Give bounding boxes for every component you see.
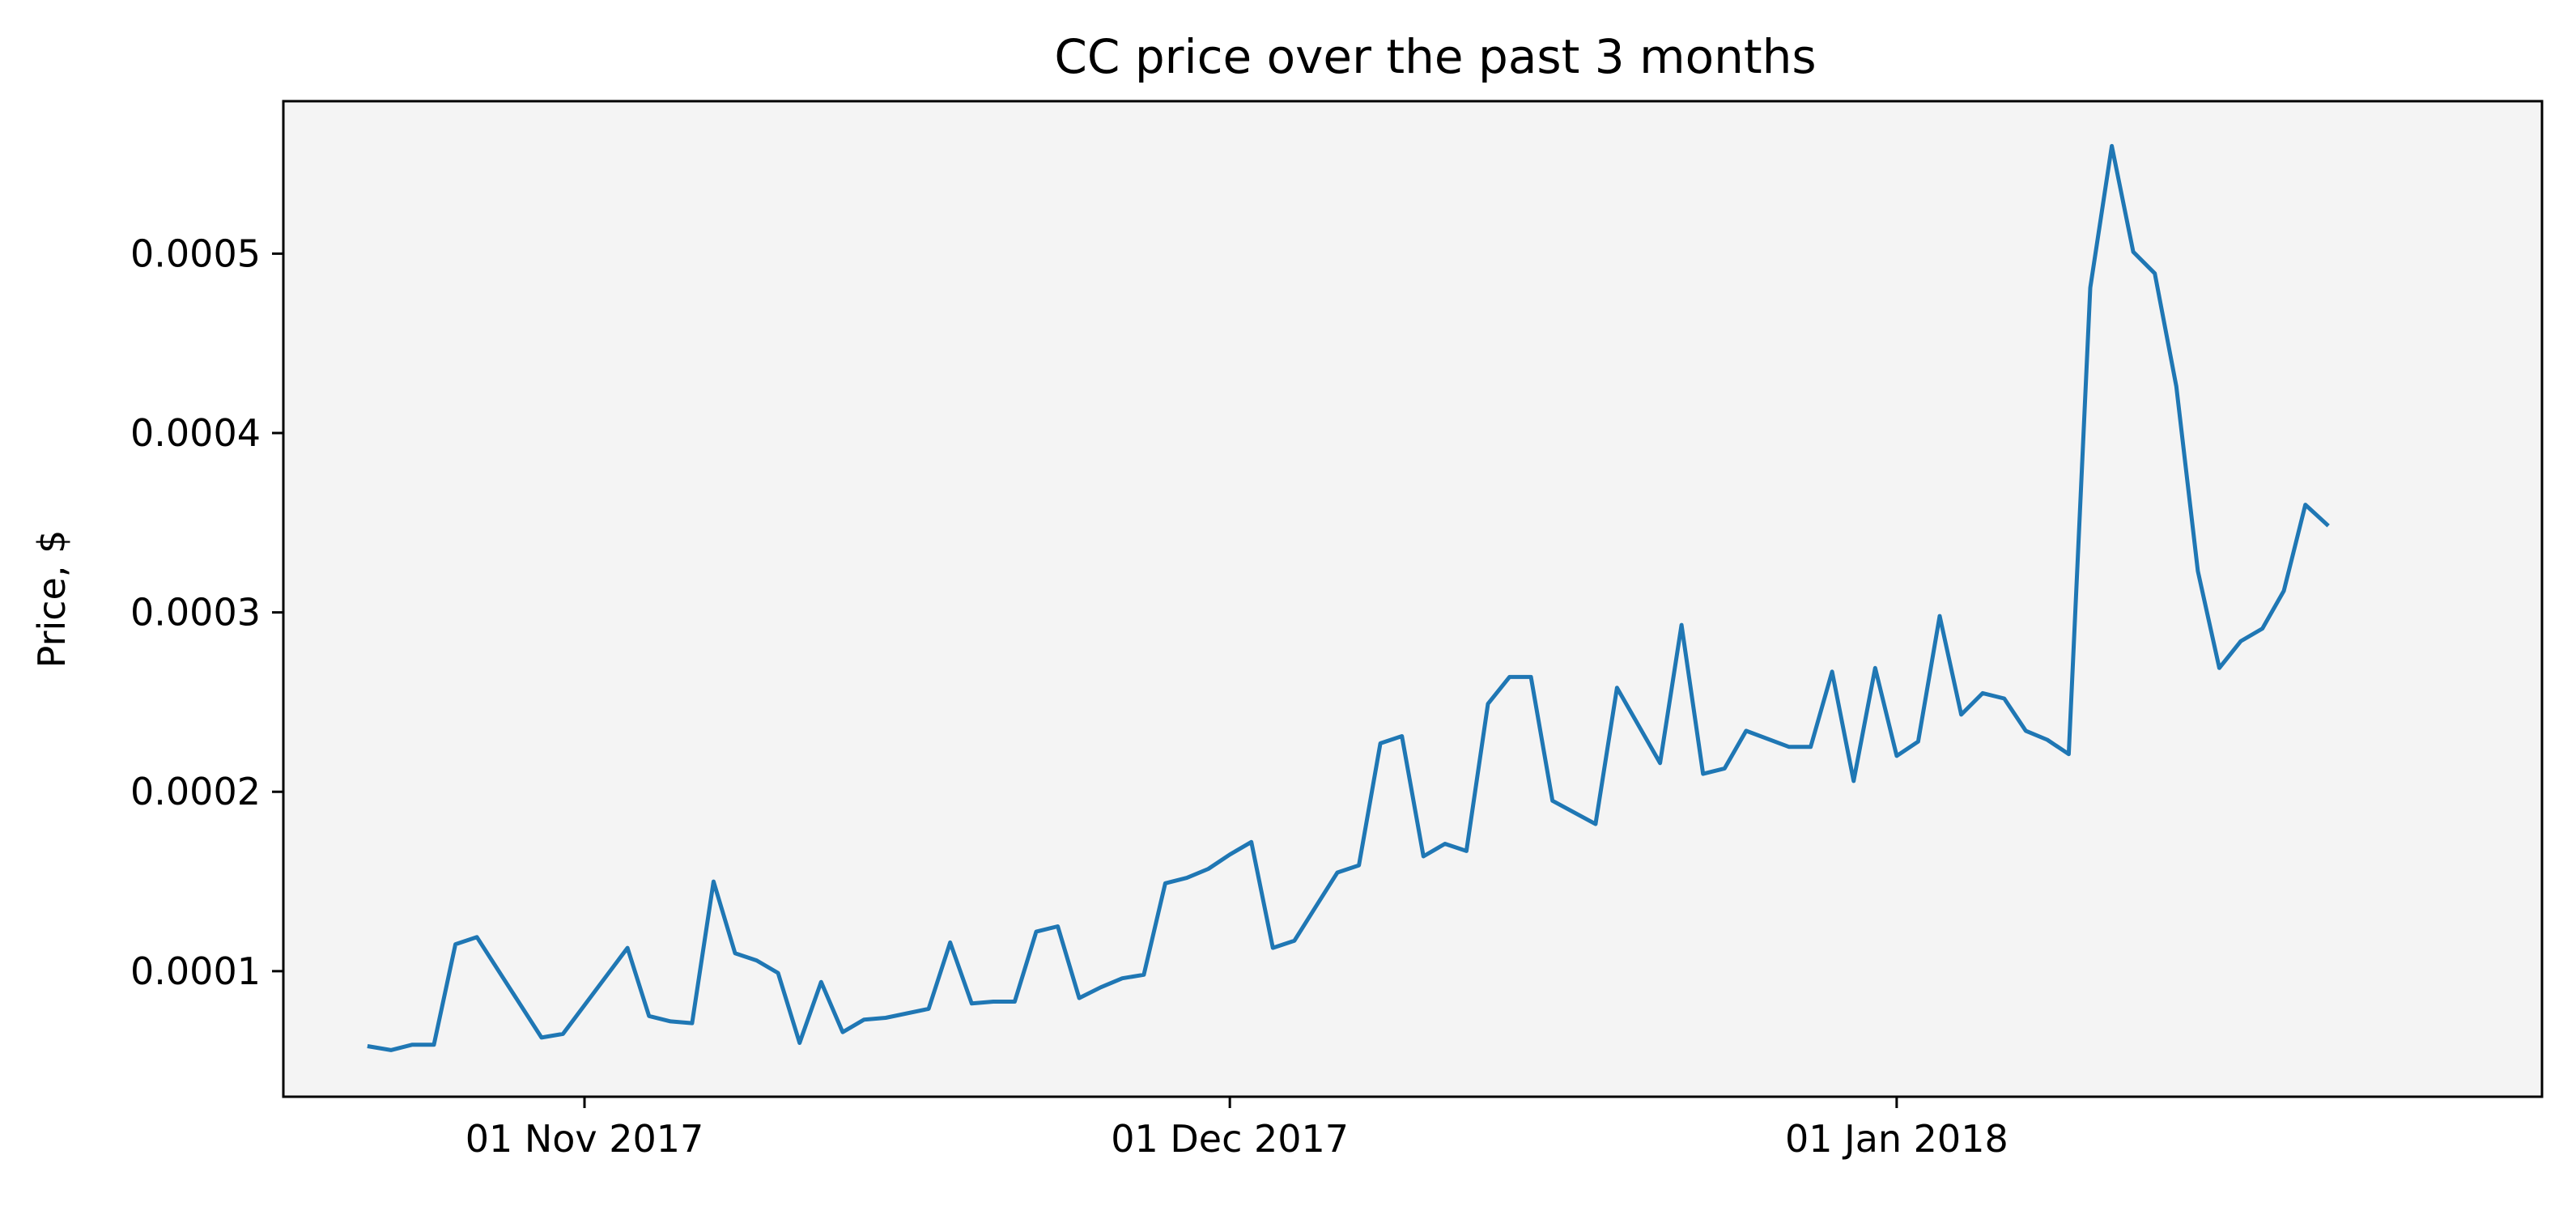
y-tick-label: 0.0005: [130, 231, 261, 275]
y-tick-label: 0.0002: [130, 770, 261, 813]
x-tick-label: 01 Dec 2017: [1111, 1117, 1349, 1161]
price-line: [367, 143, 2330, 1052]
x-tick-label: 01 Nov 2017: [465, 1117, 704, 1161]
y-axis-label: Price, $: [30, 530, 74, 669]
y-tick-label: 0.0004: [130, 411, 261, 455]
plot-area: [283, 101, 2542, 1097]
x-axis: 01 Nov 2017 01 Dec 2017 01 Jan 2018: [465, 1097, 2009, 1161]
chart-title: CC price over the past 3 months: [1054, 29, 1816, 84]
plot-frame: [282, 100, 2544, 1098]
x-tick-label: 01 Jan 2018: [1785, 1117, 2009, 1161]
y-tick-label: 0.0003: [130, 591, 261, 635]
y-axis: 0.0001 0.0002 0.0003 0.0004 0.0005: [130, 231, 283, 993]
y-tick-label: 0.0001: [130, 949, 261, 993]
